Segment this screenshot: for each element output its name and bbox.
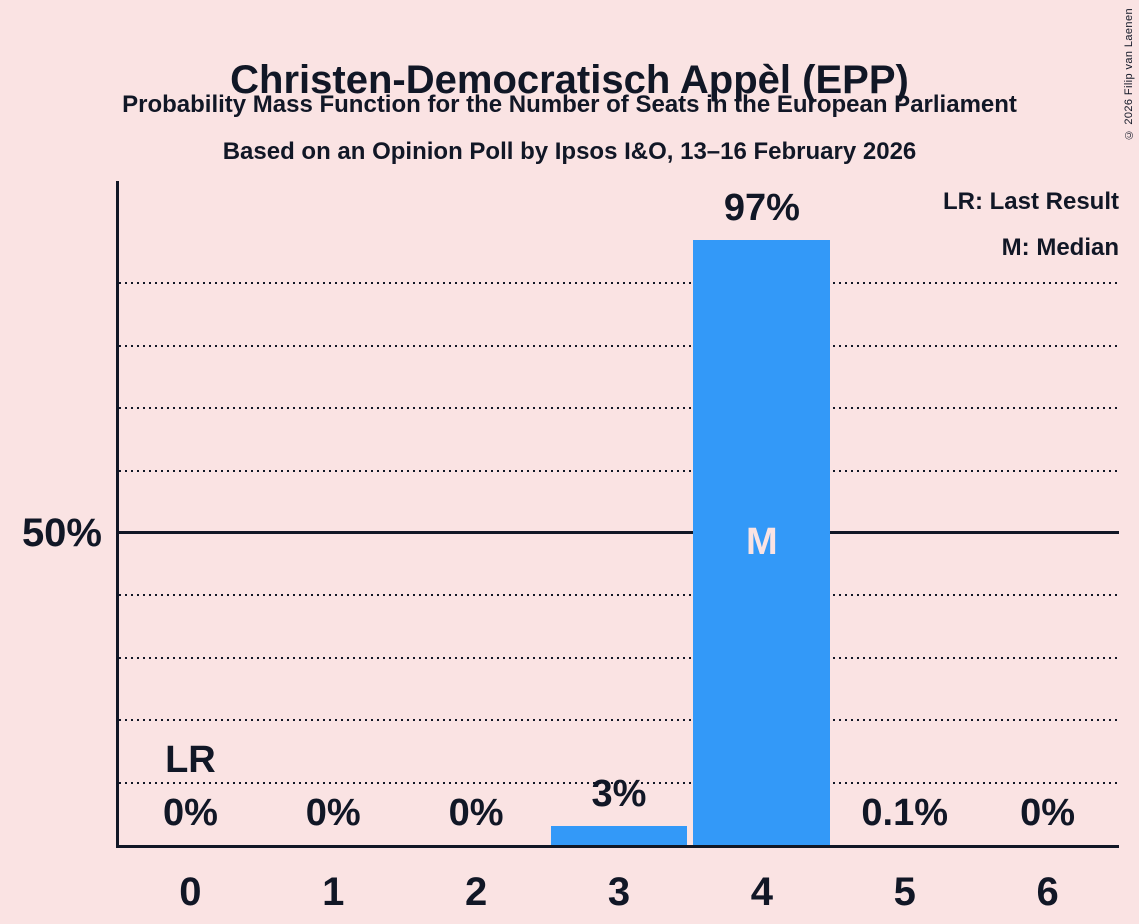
plot-area: 0% LR 0% 0% 3% 97% M 0.1% 0%	[119, 181, 1119, 845]
legend-last-result: LR: Last Result	[942, 188, 1119, 215]
x-tick-label-4: 4	[750, 870, 773, 914]
column-seat-0: 0% LR	[119, 181, 262, 845]
gridline-70pct	[119, 407, 1119, 410]
bar-seat-3	[550, 826, 688, 845]
gridline-20pct	[119, 719, 1119, 722]
value-label-seat-2: 0%	[448, 792, 504, 834]
x-tick-label-5: 5	[893, 870, 916, 914]
x-tick-label-2: 2	[465, 870, 488, 914]
value-label-seat-3: 3%	[591, 773, 647, 816]
value-label-seat-5: 0.1%	[861, 792, 949, 834]
value-label-seat-4: 97%	[723, 186, 800, 229]
x-tick-label-1: 1	[322, 870, 345, 914]
value-label-seat-6: 0%	[1020, 792, 1076, 834]
gridline-10pct	[119, 781, 1119, 784]
median-marker: M	[746, 521, 778, 564]
legend: LR: Last Result M: Median	[943, 179, 1119, 271]
gridline-40pct	[119, 594, 1119, 597]
column-seat-3: 3%	[548, 181, 691, 845]
x-axis-line	[116, 845, 1119, 848]
x-axis-tick-labels: 0 1 2 3 4 5 6	[119, 872, 1119, 912]
column-seat-2: 0%	[405, 181, 548, 845]
column-seat-4: 97% M	[690, 181, 833, 845]
value-label-seat-0: 0%	[162, 792, 218, 834]
gridline-30pct	[119, 656, 1119, 659]
column-seat-6: 0%	[976, 181, 1119, 845]
gridline-50pct-solid	[119, 531, 1119, 534]
last-result-marker: LR	[165, 739, 216, 781]
chart-subtitle: Probability Mass Function for the Number…	[122, 91, 1017, 118]
x-tick-label-0: 0	[179, 870, 202, 914]
x-tick-label-6: 6	[1036, 870, 1059, 914]
column-seat-5: 0.1%	[833, 181, 976, 845]
gridline-60pct	[119, 469, 1119, 472]
column-seat-1: 0%	[262, 181, 405, 845]
value-label-seat-1: 0%	[305, 792, 361, 834]
chart-title: Christen-Democratisch Appèl (EPP)	[230, 57, 909, 102]
bar-seat-4	[693, 239, 831, 845]
x-tick-label-3: 3	[607, 870, 631, 914]
gridline-80pct	[119, 344, 1119, 347]
y-axis-line	[116, 181, 119, 848]
chart-poll-source: Based on an Opinion Poll by Ipsos I&O, 1…	[222, 138, 917, 165]
y-axis-tick-label-50: 50%	[21, 511, 102, 555]
legend-median: M: Median	[1001, 234, 1119, 261]
gridline-90pct	[119, 282, 1119, 285]
